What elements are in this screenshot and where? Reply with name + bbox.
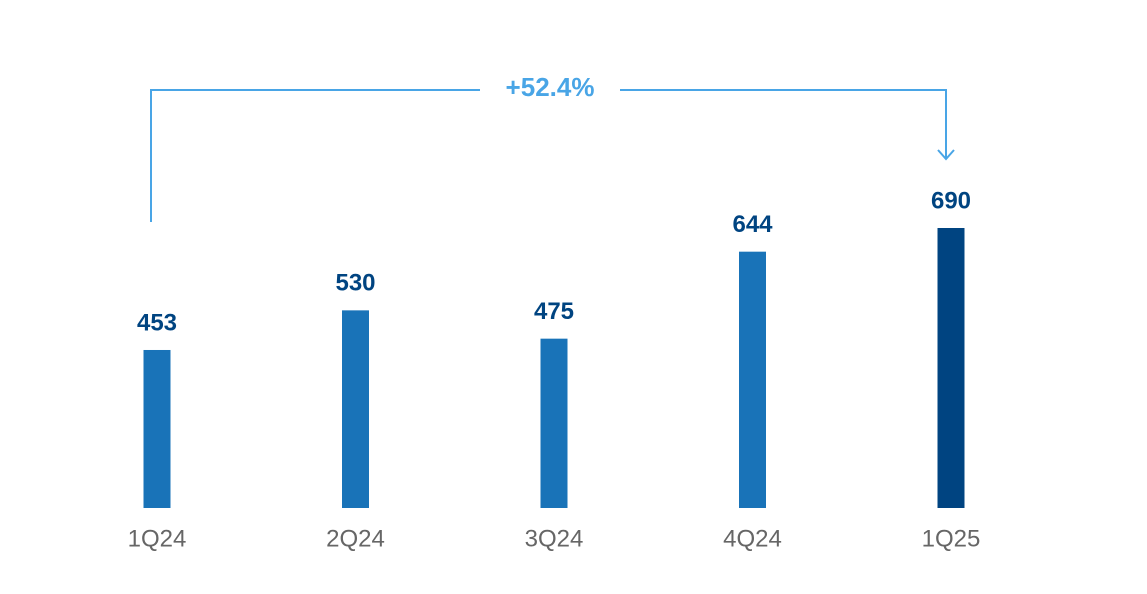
x-tick-label: 1Q24	[128, 525, 187, 552]
value-label: 690	[931, 187, 971, 214]
x-tick-label: 3Q24	[525, 525, 584, 552]
value-label: 453	[137, 309, 177, 336]
value-label: 644	[732, 211, 773, 238]
bar	[143, 349, 171, 508]
x-tick-label: 4Q24	[723, 525, 782, 552]
x-tick-label: 2Q24	[326, 525, 385, 552]
x-tick-label: 1Q25	[922, 525, 981, 552]
bar	[739, 251, 766, 509]
growth-bracket	[150, 89, 955, 222]
bracket-arrow	[937, 149, 955, 161]
value-label: 475	[534, 298, 574, 325]
growth-label: +52.4%	[506, 72, 595, 102]
bar	[540, 338, 568, 508]
value-label: 530	[335, 270, 375, 297]
bar	[937, 228, 965, 508]
bracket-left	[150, 89, 480, 222]
bar	[342, 310, 369, 508]
bracket-right	[620, 89, 947, 158]
